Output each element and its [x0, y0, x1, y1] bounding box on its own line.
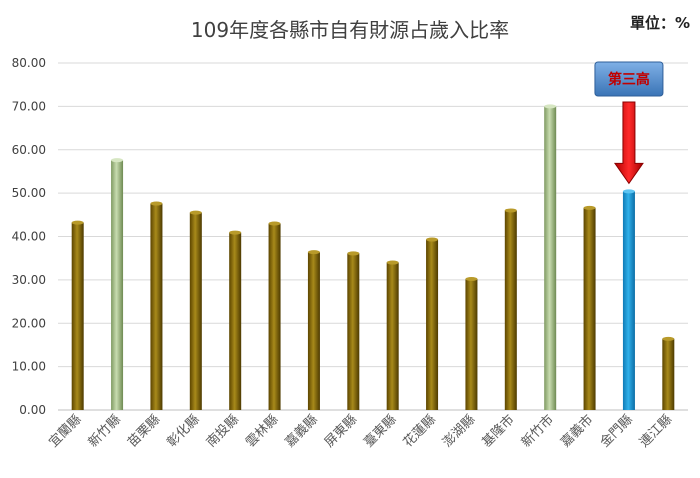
bar-金門縣	[622, 189, 635, 410]
down-arrow-icon	[613, 101, 644, 185]
bar-嘉義市	[583, 205, 596, 410]
bar	[583, 207, 596, 410]
bar	[347, 253, 360, 410]
bar	[622, 191, 635, 410]
y-tick-label: 0.00	[19, 403, 46, 417]
chart-title: 109年度各縣市自有財源占歲入比率	[190, 18, 510, 42]
x-tick-label: 宜蘭縣	[46, 412, 85, 451]
bar	[229, 232, 242, 410]
y-tick-label: 50.00	[12, 186, 46, 200]
callout: 第三高	[594, 61, 664, 185]
bar-屏東縣	[347, 251, 360, 410]
y-tick-label: 20.00	[12, 316, 46, 330]
y-tick-label: 30.00	[12, 273, 46, 287]
bar-cap	[583, 205, 596, 210]
bar	[189, 212, 202, 410]
bar-cap	[465, 277, 478, 282]
x-tick-label: 臺東縣	[361, 412, 400, 451]
bar-cap	[307, 250, 320, 255]
bar-cap	[347, 251, 360, 256]
bar-臺東縣	[386, 260, 399, 410]
x-tick-label: 基隆市	[479, 412, 518, 451]
bar-宜蘭縣	[71, 220, 84, 410]
bar-cap	[544, 104, 557, 109]
bar-cap	[426, 237, 439, 242]
bar	[544, 106, 557, 410]
bar-cap	[71, 220, 84, 225]
bar-澎湖縣	[465, 277, 478, 410]
x-tick-label: 彰化縣	[164, 412, 203, 451]
bar	[662, 338, 675, 410]
bar-花蓮縣	[426, 237, 439, 410]
bar	[150, 203, 163, 410]
x-tick-label: 金門縣	[597, 412, 636, 451]
bar-苗栗縣	[150, 201, 163, 410]
bar	[71, 222, 84, 410]
unit-label: 單位：%	[629, 14, 690, 32]
bar	[386, 262, 399, 410]
gridlines	[58, 62, 688, 411]
x-tick-label: 連江縣	[637, 412, 675, 450]
x-tick-label: 新竹縣	[85, 412, 124, 451]
y-axis-ticks: 0.00 10.00 20.00 30.00 40.00 50.00 60.00 70.00 8…	[12, 56, 46, 417]
x-tick-label: 嘉義縣	[282, 412, 321, 451]
bar-連江縣	[662, 336, 675, 410]
y-tick-label: 10.00	[12, 360, 46, 374]
x-tick-label: 屏東縣	[321, 412, 360, 451]
bar	[426, 239, 439, 410]
x-tick-label: 花蓮縣	[400, 412, 439, 451]
x-tick-label: 嘉義市	[557, 412, 596, 451]
bar	[465, 279, 478, 410]
bar	[504, 210, 517, 410]
bar-cap	[504, 208, 517, 213]
x-tick-label: 新竹市	[518, 412, 557, 451]
x-tick-label: 澎湖縣	[440, 412, 478, 450]
y-tick-label: 70.00	[12, 99, 46, 113]
bar-cap	[150, 201, 163, 206]
bar-cap	[111, 158, 124, 163]
bar-雲林縣	[268, 221, 281, 410]
bar	[307, 252, 320, 410]
bar-cap	[622, 189, 635, 194]
x-axis-labels: 宜蘭縣 新竹縣 苗栗縣 彰化縣 南投縣 雲林縣 嘉義縣 屏東縣 臺東縣 花蓮縣 澎湖縣 基隆市 新竹市嘉…	[46, 412, 676, 451]
callout-box	[594, 61, 664, 97]
bar-新竹市	[544, 104, 557, 410]
x-tick-label: 雲林縣	[243, 412, 281, 450]
bar-南投縣	[229, 230, 242, 410]
bar	[111, 160, 124, 410]
callout-text: 第三高	[608, 71, 650, 88]
bar-cap	[229, 230, 242, 235]
bar-彰化縣	[189, 210, 202, 410]
bar-新竹縣	[111, 158, 124, 410]
y-tick-label: 40.00	[12, 230, 46, 244]
y-tick-label: 60.00	[12, 143, 46, 157]
x-tick-label: 南投縣	[203, 412, 242, 451]
bar	[268, 223, 281, 410]
y-tick-label: 80.00	[12, 56, 46, 70]
bar-基隆市	[504, 208, 517, 410]
bars	[71, 104, 675, 410]
bar-cap	[189, 210, 202, 215]
x-tick-label: 苗栗縣	[125, 412, 163, 450]
bar-嘉義縣	[307, 250, 320, 410]
bar-cap	[662, 336, 675, 341]
bar-cap	[268, 221, 281, 226]
bar-cap	[386, 260, 399, 265]
